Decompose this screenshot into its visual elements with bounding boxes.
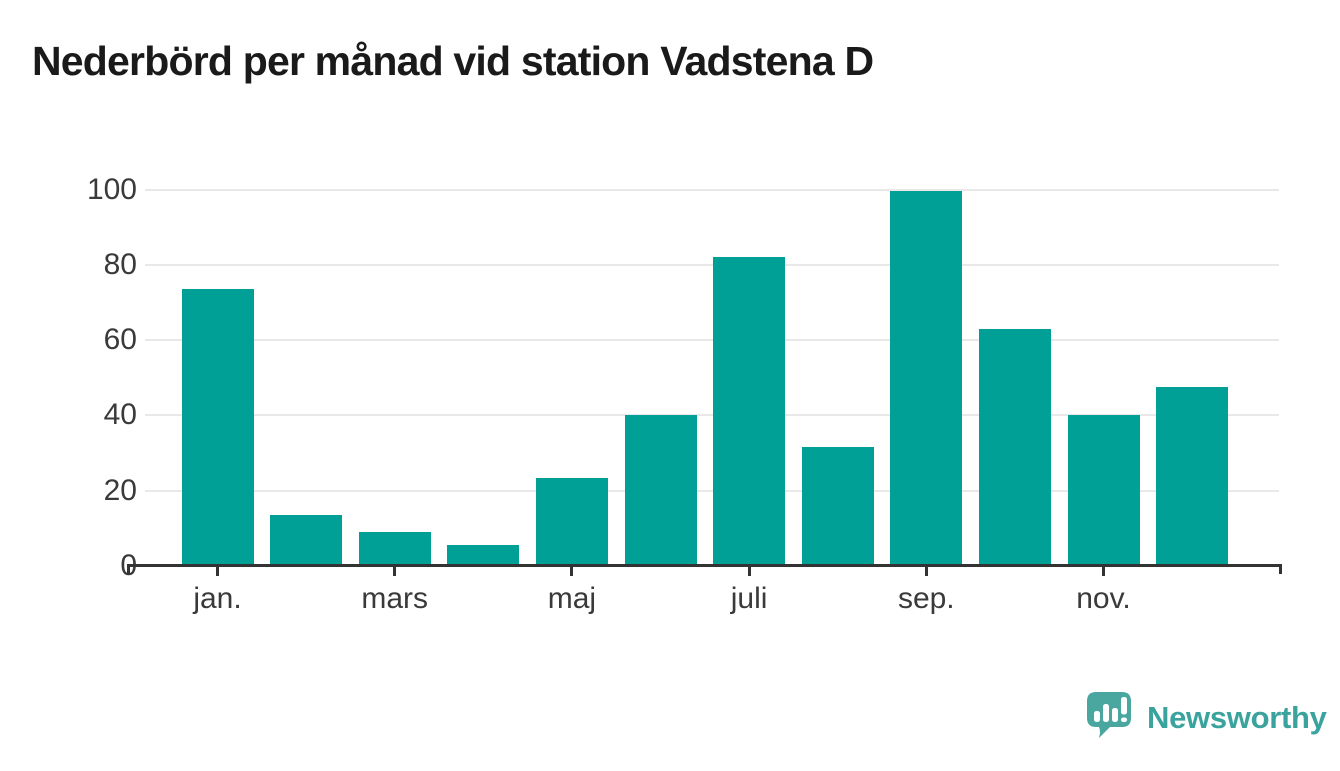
x-axis-tick — [393, 564, 397, 576]
bar — [358, 532, 431, 566]
x-axis-end-tick — [1279, 564, 1282, 574]
gridline — [145, 489, 1279, 492]
gridline — [145, 188, 1279, 191]
bar — [890, 191, 963, 566]
x-axis-tick — [924, 564, 928, 576]
x-axis-tick-label: juli — [730, 582, 768, 615]
gridline — [145, 263, 1279, 266]
x-axis-tick-label: sep. — [897, 582, 955, 615]
bar — [801, 447, 874, 566]
y-axis-tick-label: 100 — [86, 172, 137, 206]
y-axis-tick-label: 80 — [103, 247, 137, 281]
x-axis-tick-label: jan. — [193, 582, 242, 615]
x-axis-tick — [1102, 564, 1105, 576]
x-axis-tick — [216, 564, 219, 576]
x-axis-tick-label: nov. — [1076, 582, 1131, 615]
x-axis-tick-label: maj — [547, 582, 597, 615]
gridline — [145, 339, 1279, 342]
bar — [978, 328, 1051, 566]
x-axis-tick — [570, 564, 574, 576]
newsworthy-speech-bubble-bar-chart-icon — [1087, 692, 1131, 738]
x-axis-end-tick — [127, 564, 130, 574]
x-axis-tick-label: mars — [361, 582, 429, 615]
newsworthy-logo-text: Newsworthy — [1147, 700, 1327, 735]
gridline — [145, 414, 1279, 417]
bar — [181, 289, 254, 566]
bar — [713, 257, 786, 566]
newsworthy-logo: Newsworthy — [1086, 692, 1327, 741]
y-axis-tick-label: 0 — [30, 547, 137, 585]
bar — [447, 545, 520, 566]
y-axis-tick-label: 20 — [103, 473, 137, 507]
y-axis-tick-label: 60 — [103, 323, 137, 357]
bar — [1156, 387, 1229, 566]
y-axis-tick-label: 40 — [103, 398, 137, 432]
bar — [270, 515, 343, 566]
bar — [1067, 415, 1140, 566]
bar — [535, 477, 608, 566]
chart-title: Nederbörd per månad vid station Vadstena… — [32, 38, 874, 84]
x-axis-line — [127, 564, 1282, 567]
x-axis-tick — [747, 564, 751, 576]
bar — [624, 415, 697, 566]
